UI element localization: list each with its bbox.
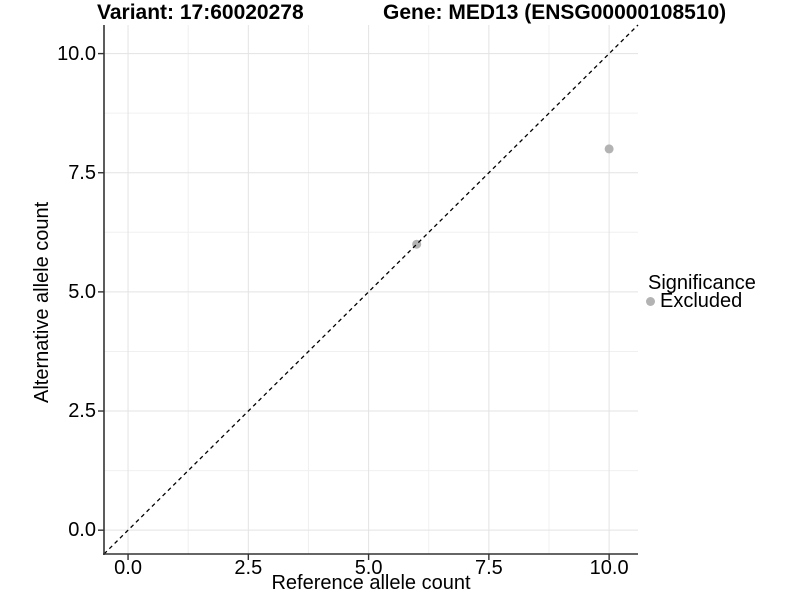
y-tick-label: 10.0 <box>57 42 96 65</box>
x-tick-label: 10.0 <box>589 557 629 579</box>
legend-item-excluded: Excluded <box>646 290 756 312</box>
excluded-swatch-icon <box>646 297 655 306</box>
legend-title: Significance <box>648 272 756 294</box>
x-tick-label: 5.0 <box>354 557 383 579</box>
data-point <box>604 144 614 154</box>
x-tick-label: 0.0 <box>114 557 142 579</box>
y-tick-label: 2.5 <box>68 400 96 423</box>
legend-item-label: Excluded <box>660 290 743 312</box>
y-tick-label: 7.5 <box>68 161 96 184</box>
x-axis-title: Reference allele count <box>271 572 471 594</box>
variant-title: Variant: 17:60020278 <box>97 1 304 24</box>
y-tick-label: 5.0 <box>68 280 96 303</box>
legend: Significance Excluded <box>646 272 756 312</box>
identity-line <box>103 24 639 555</box>
x-tick-label: 2.5 <box>234 557 263 579</box>
gene-title: Gene: MED13 (ENSG00000108510) <box>383 1 727 24</box>
x-tick-label: 7.5 <box>474 557 503 579</box>
y-tick-label: 0.0 <box>68 519 96 542</box>
